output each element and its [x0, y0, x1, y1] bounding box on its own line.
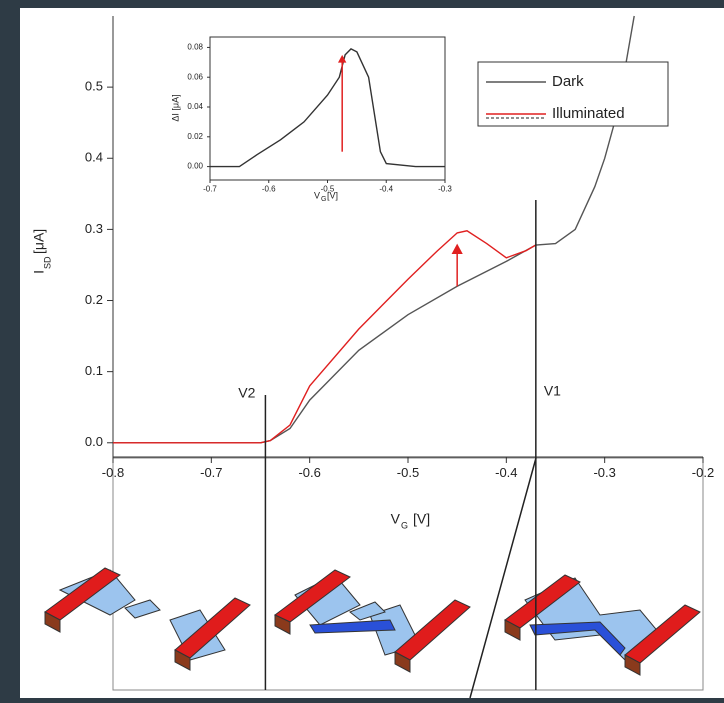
- divider: [469, 457, 537, 699]
- legend-label: Illuminated: [552, 105, 625, 122]
- legend-box: [477, 61, 669, 127]
- y-tick-label: 0.2: [85, 292, 103, 307]
- plot-frame: [209, 36, 446, 181]
- x-tick-label: -0.3: [438, 185, 452, 194]
- inset-x-unit: [V]: [327, 190, 338, 200]
- y-tick-label: 0.00: [187, 162, 203, 171]
- data-line: [113, 230, 537, 444]
- x-tick-label: -0.4: [379, 185, 393, 194]
- inset-y-label: ΔI [μA]: [170, 94, 180, 121]
- arrow-head: [451, 243, 463, 255]
- y-axis-label-group: I SD [μA]: [31, 229, 53, 274]
- y-axis-label: I: [31, 270, 47, 274]
- x-tick-label: -0.4: [495, 465, 517, 480]
- x-tick-label: -0.7: [203, 185, 217, 194]
- arrow-head: [337, 54, 347, 63]
- x-tick-label: -0.3: [593, 465, 615, 480]
- data-line: [210, 48, 445, 168]
- x-axis-unit: [V]: [413, 511, 430, 527]
- y-tick-label: 0.5: [85, 79, 103, 94]
- device-1: [44, 567, 251, 671]
- y-axis-unit: [μA]: [31, 229, 47, 254]
- y-tick-label: 0.08: [187, 43, 203, 52]
- y-tick-label: 0.4: [85, 150, 103, 165]
- x-tick-label: -0.6: [298, 465, 320, 480]
- x-tick-label: -0.5: [397, 465, 419, 480]
- legend-label: Dark: [552, 73, 584, 90]
- device-2: [274, 569, 471, 673]
- marker-label: V2: [238, 385, 255, 401]
- y-tick-label: 0.06: [187, 72, 203, 81]
- x-tick-label: -0.8: [102, 465, 124, 480]
- y-tick-label: 0.1: [85, 363, 103, 378]
- inset-x-label: V: [314, 190, 320, 200]
- x-axis-label-sub: G: [401, 520, 408, 530]
- y-tick-label: 0.0: [85, 434, 103, 449]
- y-tick-label: 0.04: [187, 102, 203, 111]
- x-tick-label: -0.5: [321, 185, 335, 194]
- device-3: [504, 574, 701, 676]
- y-axis-label-sub: SD: [42, 256, 52, 269]
- marker-label: V1: [544, 383, 561, 399]
- y-tick-label: 0.02: [187, 132, 203, 141]
- inset-x-label-sub: G: [321, 196, 326, 203]
- x-tick-label: -0.7: [200, 465, 222, 480]
- legend: Dark Illuminated: [477, 61, 669, 127]
- x-tick-label: -0.6: [262, 185, 276, 194]
- x-axis-label: V: [391, 511, 401, 527]
- x-tick-label: -0.2: [692, 465, 714, 480]
- y-tick-label: 0.3: [85, 221, 103, 236]
